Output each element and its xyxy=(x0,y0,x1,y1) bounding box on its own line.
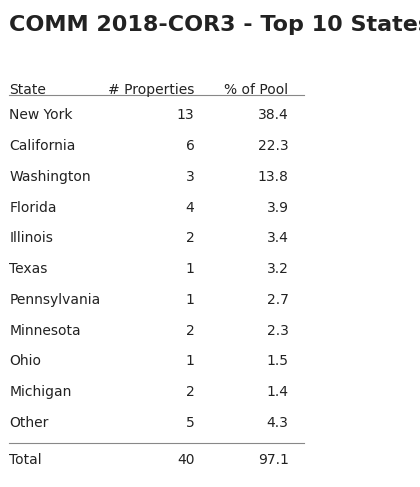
Text: 97.1: 97.1 xyxy=(257,453,289,467)
Text: 1: 1 xyxy=(186,262,194,276)
Text: 13: 13 xyxy=(177,108,194,122)
Text: Pennsylvania: Pennsylvania xyxy=(9,293,101,307)
Text: State: State xyxy=(9,83,46,97)
Text: Total: Total xyxy=(9,453,42,467)
Text: Florida: Florida xyxy=(9,201,57,215)
Text: # Properties: # Properties xyxy=(108,83,194,97)
Text: 2.7: 2.7 xyxy=(267,293,289,307)
Text: 2: 2 xyxy=(186,385,194,399)
Text: California: California xyxy=(9,139,76,153)
Text: 3.9: 3.9 xyxy=(267,201,289,215)
Text: Texas: Texas xyxy=(9,262,48,276)
Text: Ohio: Ohio xyxy=(9,355,42,368)
Text: 1: 1 xyxy=(186,293,194,307)
Text: 3.2: 3.2 xyxy=(267,262,289,276)
Text: 38.4: 38.4 xyxy=(258,108,289,122)
Text: 3.4: 3.4 xyxy=(267,231,289,245)
Text: 1: 1 xyxy=(186,355,194,368)
Text: 1.5: 1.5 xyxy=(267,355,289,368)
Text: 5: 5 xyxy=(186,416,194,430)
Text: New York: New York xyxy=(9,108,73,122)
Text: 13.8: 13.8 xyxy=(257,170,289,184)
Text: 2.3: 2.3 xyxy=(267,323,289,337)
Text: Washington: Washington xyxy=(9,170,91,184)
Text: Minnesota: Minnesota xyxy=(9,323,81,337)
Text: 4.3: 4.3 xyxy=(267,416,289,430)
Text: Other: Other xyxy=(9,416,49,430)
Text: Illinois: Illinois xyxy=(9,231,53,245)
Text: 3: 3 xyxy=(186,170,194,184)
Text: 6: 6 xyxy=(186,139,194,153)
Text: 2: 2 xyxy=(186,231,194,245)
Text: 22.3: 22.3 xyxy=(258,139,289,153)
Text: COMM 2018-COR3 - Top 10 States: COMM 2018-COR3 - Top 10 States xyxy=(9,15,420,35)
Text: 1.4: 1.4 xyxy=(267,385,289,399)
Text: 40: 40 xyxy=(177,453,194,467)
Text: 2: 2 xyxy=(186,323,194,337)
Text: 4: 4 xyxy=(186,201,194,215)
Text: % of Pool: % of Pool xyxy=(224,83,289,97)
Text: Michigan: Michigan xyxy=(9,385,72,399)
